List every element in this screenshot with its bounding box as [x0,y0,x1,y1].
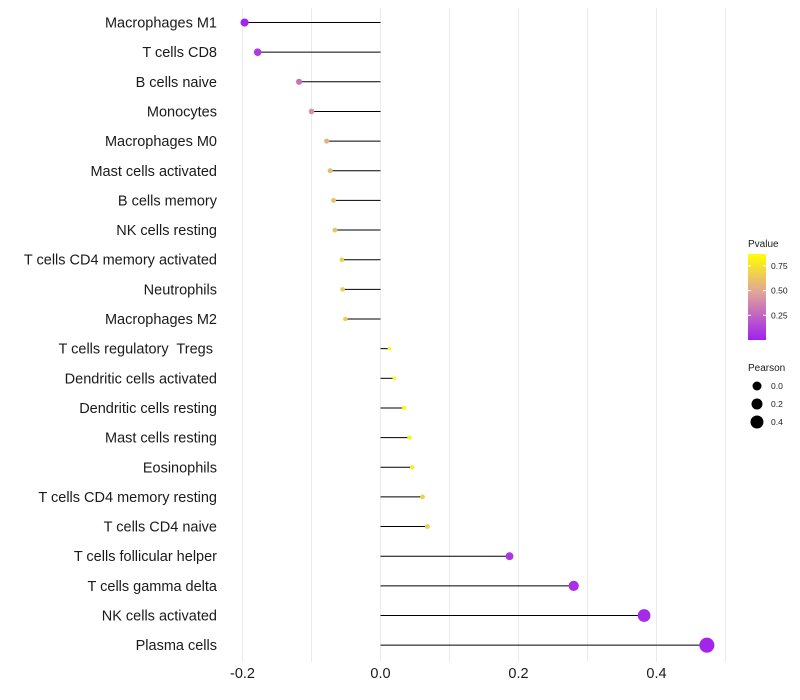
x-tick-label: 0.2 [508,666,528,682]
lollipop-point [240,18,249,27]
category-label: B cells naive [136,75,217,91]
lollipop-point [410,465,415,470]
point-layer [240,18,715,653]
lollipop-point [327,168,333,174]
lollipop-point [420,494,425,500]
legend-title-pvalue: Pvalue [748,239,779,250]
x-tick-label: -0.2 [230,666,255,682]
category-label: NK cells activated [102,609,217,625]
category-label: Mast cells resting [105,431,217,447]
lollipop-point [324,138,330,144]
lollipop-point [699,637,715,653]
category-label: Dendritic cells resting [79,401,217,417]
size-legend-key [751,398,763,410]
lollipop-point [505,552,514,561]
category-label: T cells follicular helper [74,549,217,565]
category-label: Eosinophils [143,460,217,476]
colorbar-tick-label: 0.25 [771,310,788,320]
lollipop-point [339,257,345,263]
category-label: Macrophages M0 [105,134,217,150]
lollipop-point [392,376,397,381]
size-legend-key [750,415,764,429]
lollipop-point [331,197,337,203]
lollipop-point [407,435,412,440]
size-legend-label: 0.4 [771,417,783,427]
category-label: T cells regulatory Tregs [59,342,218,358]
colorbar [748,254,766,340]
lollipop-point [343,316,348,322]
category-label: T cells CD8 [142,45,217,61]
stem-layer [244,22,707,646]
category-label: Plasma cells [136,638,217,654]
lollipop-point [568,580,579,591]
x-tick-label: 0.4 [646,666,666,682]
category-label: T cells CD4 memory resting [38,490,217,506]
lollipop-point [296,78,303,85]
category-axis: Macrophages M1 T cells CD8 B cells naive Mo… [24,16,218,655]
pvalue-legend: Pvalue 0.25 0.50 0.75 [748,239,788,340]
category-label: Monocytes [147,104,217,120]
size-legend-key [752,381,762,391]
colorbar-tick-label: 0.50 [771,286,788,296]
lollipop-point [424,524,430,529]
category-label: Dendritic cells activated [65,371,217,387]
lollipop-point [340,287,345,292]
size-legend-label: 0.0 [771,381,783,391]
category-label: Macrophages M2 [105,312,217,328]
category-label: Mast cells activated [90,164,217,180]
lollipop-point [637,609,651,622]
x-tick-label: 0.0 [370,666,390,682]
category-label: T cells CD4 memory activated [24,253,217,269]
lollipop-point [332,227,338,233]
grid-layer [242,8,726,662]
category-label: B cells memory [118,193,218,209]
category-label: T cells gamma delta [88,579,218,595]
legend-title-pearson: Pearson [748,363,785,374]
lollipop-point [308,108,315,115]
lollipop-point [387,346,392,351]
colorbar-tick-label: 0.75 [771,261,788,271]
category-label: T cells CD4 naive [104,520,217,536]
pearson-legend: Pearson 0.0 0.2 0.4 [748,363,785,429]
category-label: Neutrophils [144,282,217,298]
category-label: Macrophages M1 [105,16,217,32]
size-legend-label: 0.2 [771,399,783,409]
category-label: NK cells resting [116,223,217,239]
lollipop-point [253,48,262,56]
x-axis: -0.2 0.0 0.2 0.4 [230,666,667,682]
lollipop-point [401,405,406,410]
